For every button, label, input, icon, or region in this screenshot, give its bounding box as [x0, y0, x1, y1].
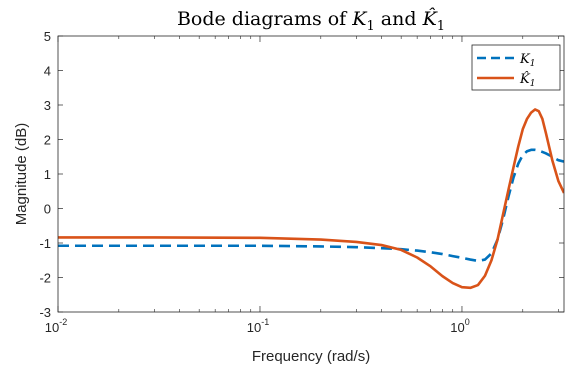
y-tick-label: -2 [39, 271, 51, 286]
x-tick-label: 10-2 [45, 317, 67, 335]
series-line-k1-hat [58, 108, 564, 290]
x-tick-label: 10-1 [247, 317, 269, 335]
title-symbol-k1: K [351, 8, 368, 30]
title-prefix: Bode diagrams of [177, 8, 352, 30]
y-tick-label: 5 [44, 29, 51, 44]
y-tick-label: -3 [39, 305, 51, 320]
chart-title: Bode diagrams of K1 and K̂1 [177, 8, 445, 34]
title-symbol-k1-hat: K̂ [422, 8, 439, 30]
y-tick-label: 0 [44, 202, 51, 217]
title-subscript-1: 1 [366, 19, 374, 34]
x-axis-label: Frequency (rad/s) [252, 348, 370, 365]
legend-label-k1-hat: K̂1 [519, 71, 535, 89]
y-tick-labels: -3 -2 -1 0 1 2 3 4 5 [39, 29, 51, 320]
svg-text:Bode diagrams of K1 and K̂1: Bode diagrams of K1 and K̂1 [177, 8, 445, 34]
series-line-k1 [58, 148, 564, 263]
title-and: and [375, 8, 423, 30]
legend-label-k1: K1 [519, 52, 535, 69]
minor-ticks [118, 36, 559, 312]
series-layer [58, 108, 564, 290]
legend: K1 K̂1 [471, 44, 561, 91]
y-tick-label: 1 [44, 167, 51, 182]
title-subscript-2: 1 [437, 19, 445, 34]
y-tick-label: 2 [44, 133, 51, 148]
plot-border [57, 35, 565, 313]
y-axis-label: Magnitude (dB) [13, 123, 30, 226]
y-tick-label: 3 [44, 98, 51, 113]
y-tick-label: -1 [39, 236, 51, 251]
x-tick-labels: 10-2 10-1 100 [45, 317, 470, 335]
y-tick-label: 4 [44, 64, 51, 79]
legend-box [471, 44, 561, 91]
x-tick-label: 100 [450, 317, 469, 335]
